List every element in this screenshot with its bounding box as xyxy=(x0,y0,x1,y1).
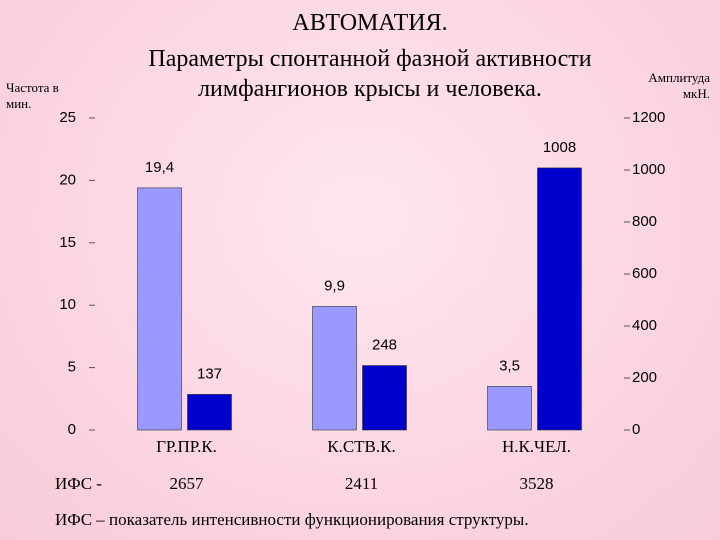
ifs-value: 2657 xyxy=(170,474,205,493)
bar xyxy=(187,394,232,431)
x-tick-label: ГР.ПР.К. xyxy=(156,437,217,456)
chart-title: АВТОМАТИЯ. xyxy=(292,10,448,36)
value-label: 137 xyxy=(197,365,222,382)
x-tick-label: Н.К.ЧЕЛ. xyxy=(502,437,571,456)
ifs-value: 2411 xyxy=(345,474,378,493)
value-label: 9,9 xyxy=(324,277,345,294)
value-label: 3,5 xyxy=(499,357,520,374)
y-tick-label: 0 xyxy=(68,421,76,438)
y2-tick-label: 800 xyxy=(632,213,657,230)
y2-tick-label: 1000 xyxy=(632,161,665,178)
y2-tick-label: 600 xyxy=(632,265,657,282)
value-label: 1008 xyxy=(543,139,576,156)
y-tick-label: 5 xyxy=(68,359,76,376)
bar xyxy=(537,167,582,431)
x-tick-label: К.СТВ.К. xyxy=(327,437,396,456)
y-tick-label: 20 xyxy=(59,171,76,188)
y2-tick-label: 0 xyxy=(632,421,640,438)
y-axis-label: Частота в мин. xyxy=(6,80,59,111)
value-label: 19,4 xyxy=(145,159,174,176)
value-label: 248 xyxy=(372,336,397,353)
y2-tick-label: 400 xyxy=(632,317,657,334)
y2-axis-label: Амплитуда мкН. xyxy=(648,70,710,101)
y-tick-label: 10 xyxy=(59,296,76,313)
ifs-value: 3528 xyxy=(520,474,554,493)
bar xyxy=(487,386,532,431)
subtitle-line: лимфангионов крысы и человека. xyxy=(198,76,542,102)
subtitle-line: Параметры спонтанной фазной активности xyxy=(148,46,592,72)
y-tick-label: 15 xyxy=(59,234,76,251)
y2-tick-label: 200 xyxy=(632,369,657,386)
bar xyxy=(362,365,407,431)
y-tick-label: 25 xyxy=(59,109,76,126)
note: ИФС – показатель интенсивности функциони… xyxy=(55,510,529,529)
bar xyxy=(312,306,357,431)
chart-subtitle: Параметры спонтанной фазной активности л… xyxy=(100,44,640,104)
ifs-label: ИФС - xyxy=(55,474,102,493)
bar xyxy=(137,187,182,431)
y2-tick-label: 1200 xyxy=(632,109,665,126)
